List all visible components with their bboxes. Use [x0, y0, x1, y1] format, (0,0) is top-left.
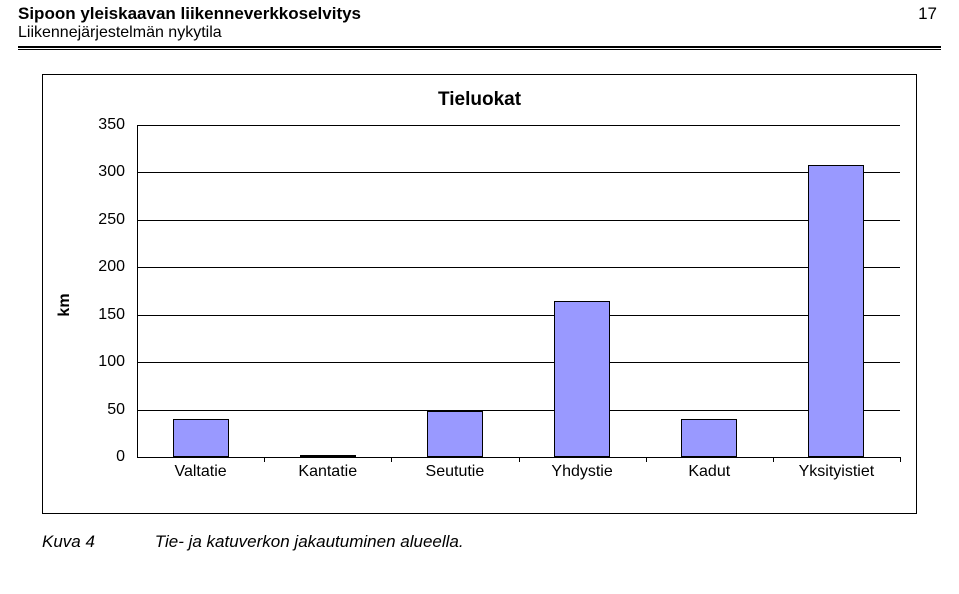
bar	[554, 301, 610, 458]
x-tick-label: Valtatie	[174, 463, 226, 481]
gridline	[137, 125, 900, 126]
header-rule-thick	[18, 46, 941, 48]
gridline	[137, 315, 900, 316]
bar	[681, 419, 737, 457]
y-tick-label: 50	[75, 401, 125, 419]
bar	[300, 455, 356, 457]
header-rule-thin	[18, 49, 941, 50]
y-tick-label: 250	[75, 211, 125, 229]
x-tick-label: Kadut	[688, 463, 730, 481]
page-number: 17	[918, 4, 937, 24]
y-tick-label: 350	[75, 116, 125, 134]
y-axis-line	[137, 125, 138, 457]
doc-title-line1: Sipoon yleiskaavan liikenneverkkoselvity…	[18, 4, 941, 24]
bar	[173, 419, 229, 457]
x-tick-label: Kantatie	[298, 463, 357, 481]
gridline	[137, 410, 900, 411]
x-tick-label: Seututie	[426, 463, 485, 481]
gridline	[137, 267, 900, 268]
figure-caption: Kuva 4 Tie- ja katuverkon jakautuminen a…	[42, 532, 917, 552]
chart-area: km 050100150200250300350 ValtatieKantati…	[59, 125, 900, 485]
gridline	[137, 362, 900, 363]
bar	[808, 165, 864, 457]
x-tick-label: Yksityistiet	[799, 463, 875, 481]
x-axis-labels: Valtatie Kantatie Seututie Yhdystie Kadut Yks…	[137, 459, 900, 485]
x-tick-label: Yhdystie	[551, 463, 612, 481]
y-axis: 050100150200250300350	[59, 125, 137, 457]
caption-label: Kuva 4	[42, 532, 150, 552]
plot-region	[137, 125, 900, 457]
gridline	[137, 172, 900, 173]
y-tick-label: 300	[75, 163, 125, 181]
gridline	[137, 220, 900, 221]
chart-container: Tieluokat km 050100150200250300350 Valta…	[42, 74, 917, 514]
doc-title-line2: Liikennejärjestelmän nykytila	[18, 24, 941, 42]
x-tick-mark	[900, 457, 901, 462]
y-tick-label: 200	[75, 258, 125, 276]
y-tick-label: 150	[75, 306, 125, 324]
y-tick-label: 100	[75, 353, 125, 371]
y-tick-label: 0	[75, 448, 125, 466]
caption-text: Tie- ja katuverkon jakautuminen alueella…	[155, 532, 464, 551]
bar	[427, 411, 483, 457]
chart-title: Tieluokat	[59, 89, 900, 111]
